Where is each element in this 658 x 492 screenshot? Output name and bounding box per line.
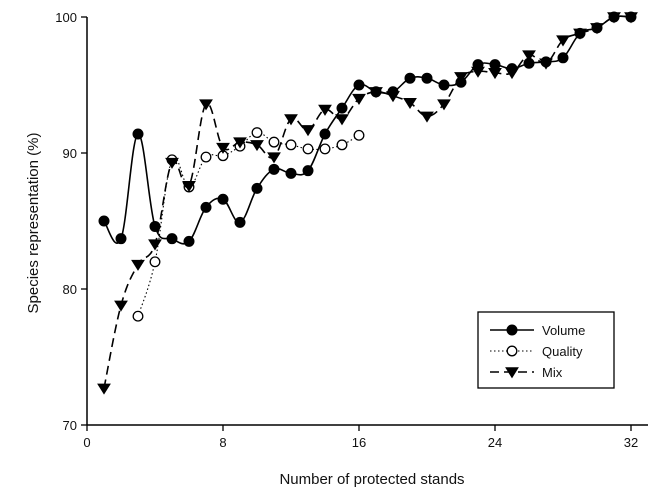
legend: Volume Quality Mix — [477, 311, 615, 389]
x-tick-label: 16 — [352, 435, 366, 450]
legend-label-quality: Quality — [542, 344, 583, 359]
data-point-quality — [336, 139, 348, 151]
data-point-quality — [285, 139, 297, 151]
data-point-quality — [319, 143, 331, 155]
legend-marker-volume — [506, 324, 518, 336]
data-point-mix — [250, 140, 264, 152]
data-point-volume — [319, 128, 331, 140]
data-point-volume — [472, 59, 484, 71]
legend-label-volume: Volume — [542, 323, 585, 338]
x-axis-label: Number of protected stands — [279, 471, 464, 488]
data-point-volume — [183, 235, 195, 247]
data-point-quality — [302, 143, 314, 155]
data-point-volume — [217, 193, 229, 205]
data-point-quality — [149, 256, 161, 268]
data-point-mix — [182, 180, 196, 192]
data-point-mix — [318, 104, 332, 116]
data-point-mix — [437, 99, 451, 111]
data-point-volume — [591, 22, 603, 34]
data-point-volume — [608, 11, 620, 23]
data-point-volume — [166, 233, 178, 245]
data-point-volume — [455, 76, 467, 88]
data-point-volume — [149, 220, 161, 232]
data-point-volume — [540, 56, 552, 68]
data-point-volume — [625, 11, 637, 23]
data-point-mix — [233, 137, 247, 149]
data-point-mix — [114, 300, 128, 312]
data-point-volume — [200, 201, 212, 213]
data-point-volume — [115, 233, 127, 245]
data-point-mix — [131, 259, 145, 271]
legend-marker-mix — [505, 367, 519, 379]
legend-box — [477, 311, 615, 389]
data-point-mix — [148, 239, 162, 251]
x-tick-label: 0 — [83, 435, 90, 450]
data-point-mix — [165, 157, 179, 169]
data-point-volume — [489, 59, 501, 71]
data-point-volume — [336, 102, 348, 114]
data-point-quality — [132, 310, 144, 322]
data-point-quality — [268, 136, 280, 148]
y-axis-label: Species representation (%) — [25, 133, 42, 314]
data-point-volume — [98, 215, 110, 227]
x-tick-label: 8 — [219, 435, 226, 450]
data-point-volume — [506, 63, 518, 75]
x-tick-label: 24 — [488, 435, 502, 450]
y-tick-label: 80 — [63, 282, 77, 297]
data-point-mix — [301, 125, 315, 137]
series-line-volume — [103, 15, 632, 245]
data-point-volume — [268, 163, 280, 175]
data-point-volume — [421, 72, 433, 84]
data-point-mix — [420, 111, 434, 123]
data-point-volume — [404, 72, 416, 84]
data-point-quality — [200, 151, 212, 163]
data-point-mix — [284, 114, 298, 126]
data-point-volume — [557, 52, 569, 64]
data-point-volume — [387, 86, 399, 98]
series-layer — [97, 11, 638, 395]
data-point-quality — [353, 129, 365, 141]
data-point-mix — [522, 50, 536, 62]
legend-label-mix: Mix — [542, 365, 563, 380]
data-point-mix — [199, 99, 213, 111]
legend-marker-quality — [506, 345, 518, 357]
data-point-volume — [523, 57, 535, 69]
data-point-volume — [438, 79, 450, 91]
data-point-mix — [403, 97, 417, 110]
data-point-mix — [97, 383, 111, 395]
series-quality — [132, 127, 365, 322]
data-point-volume — [370, 86, 382, 98]
x-tick-label: 32 — [624, 435, 638, 450]
data-point-volume — [285, 167, 297, 179]
data-point-mix — [556, 35, 570, 47]
data-point-mix — [352, 93, 366, 105]
y-tick-label: 70 — [63, 418, 77, 433]
data-point-volume — [353, 79, 365, 91]
data-point-volume — [574, 27, 586, 39]
data-point-volume — [302, 165, 314, 177]
data-point-quality — [251, 127, 263, 139]
data-point-volume — [251, 182, 263, 194]
data-point-mix — [267, 152, 281, 164]
y-tick-label: 100 — [55, 10, 77, 25]
data-point-volume — [132, 128, 144, 140]
data-point-mix — [216, 142, 230, 154]
data-point-volume — [234, 216, 246, 228]
y-tick-label: 90 — [63, 146, 77, 161]
data-point-mix — [335, 114, 349, 126]
axes: 0 8 16 24 32 70 80 90 100 — [55, 10, 648, 450]
series-volume — [98, 11, 637, 247]
